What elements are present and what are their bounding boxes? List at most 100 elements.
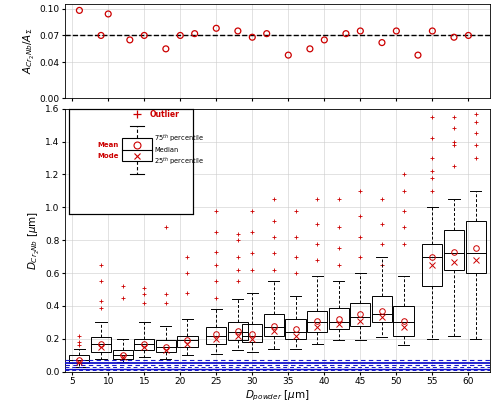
Point [212,294,220,301]
Y-axis label: $A_{Cr_2Nb}/A_{\Sigma}$: $A_{Cr_2Nb}/A_{\Sigma}$ [22,28,36,74]
Point [234,28,242,34]
Point [248,266,256,273]
Point [212,207,220,214]
Point [184,207,192,214]
Point [428,114,436,120]
Point [292,270,300,276]
Point [450,125,458,132]
Point [428,155,436,161]
Bar [70,355,89,363]
Point [472,130,480,137]
Point [270,196,278,202]
Point [356,212,364,219]
Point [472,155,480,161]
Point [97,278,105,285]
Point [76,332,84,339]
Point [334,245,342,252]
Bar [350,303,370,326]
Point [450,142,458,148]
Point [248,34,256,40]
Point [212,25,220,31]
Point [472,142,480,148]
Point [292,207,300,214]
Point [212,261,220,268]
Point [234,278,242,285]
Point [378,39,386,46]
Point [234,237,242,244]
Point [334,196,342,202]
Point [284,52,292,58]
Bar [444,230,464,270]
Point [270,217,278,224]
Y-axis label: $D_{Cr_2Nb}$ [$\mu$m]: $D_{Cr_2Nb}$ [$\mu$m] [27,211,42,270]
Point [292,234,300,240]
Point [356,234,364,240]
Point [234,253,242,260]
Point [248,250,256,256]
Point [184,253,192,260]
Point [400,188,407,194]
Bar [91,337,111,352]
X-axis label: $D_{powder}$ [$\mu$m]: $D_{powder}$ [$\mu$m] [245,389,310,404]
Bar [242,324,262,342]
Point [378,240,386,247]
Point [162,299,170,306]
Point [292,253,300,260]
Point [184,270,192,276]
Point [140,299,148,306]
Point [248,229,256,235]
Point [212,249,220,255]
Point [313,196,321,202]
Bar [466,221,485,273]
Bar [307,311,327,332]
Point [184,290,192,296]
Point [400,171,407,178]
Point [270,266,278,273]
Bar [328,308,349,329]
Point [162,45,170,52]
Point [140,32,148,39]
Point [356,188,364,194]
Point [428,135,436,142]
Point [378,221,386,227]
Point [76,342,84,349]
Point [428,168,436,175]
Point [176,32,184,39]
Point [126,37,134,43]
Point [306,45,314,52]
Point [118,283,126,290]
Point [400,240,407,247]
Point [400,224,407,230]
Point [450,114,458,120]
Point [472,119,480,125]
Point [428,174,436,181]
Point [76,339,84,345]
Point [392,28,400,34]
Point [97,298,105,304]
Point [234,230,242,237]
Point [313,256,321,263]
Point [234,266,242,273]
Point [334,261,342,268]
Point [76,7,84,14]
Point [104,11,112,17]
Point [450,163,458,170]
Point [97,261,105,268]
Bar [422,244,442,286]
Point [97,32,105,39]
Point [270,250,278,256]
Point [378,261,386,268]
Point [313,221,321,227]
Bar [156,340,176,352]
Point [140,291,148,298]
Point [162,291,170,298]
Point [140,285,148,291]
Bar [178,335,198,347]
Point [320,37,328,43]
Point [428,188,436,194]
Point [342,30,350,37]
Point [450,138,458,145]
Point [400,207,407,214]
Point [313,240,321,247]
Point [270,234,278,240]
